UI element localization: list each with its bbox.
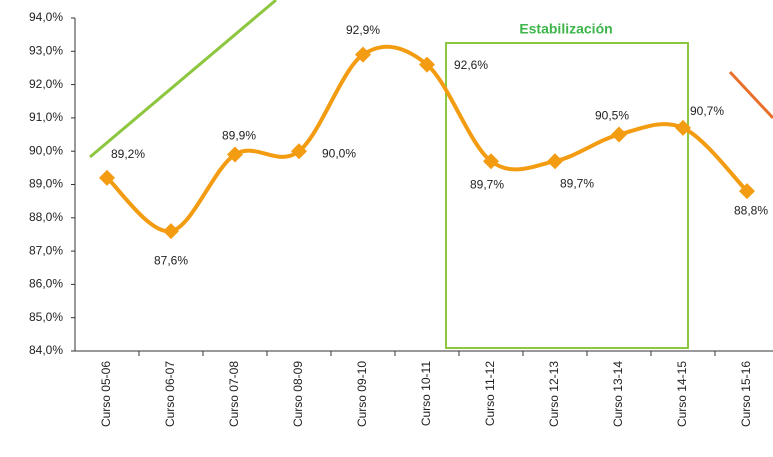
- data-label: 92,6%: [454, 58, 488, 72]
- marker: [227, 146, 243, 163]
- annotation-box: [445, 42, 689, 349]
- data-label: 89,7%: [560, 176, 594, 190]
- trend-arrow: [728, 70, 773, 120]
- data-label: 88,8%: [734, 203, 768, 217]
- marker: [739, 183, 755, 200]
- data-label: 87,6%: [154, 253, 188, 267]
- x-tick-label: Curso 07-08: [227, 361, 241, 427]
- y-tick-label: 85,0%: [29, 310, 63, 324]
- marker: [611, 126, 627, 143]
- marker: [419, 56, 435, 73]
- data-label: 90,0%: [322, 146, 356, 160]
- y-tick-label: 94,0%: [29, 10, 63, 24]
- y-tick-label: 84,0%: [29, 343, 63, 357]
- y-tick-label: 89,0%: [29, 177, 63, 191]
- x-tick-label: Curso 05-06: [99, 361, 113, 427]
- marker: [99, 169, 115, 186]
- y-tick-label: 92,0%: [29, 77, 63, 91]
- x-tick-label: Curso 14-15: [675, 361, 689, 427]
- x-tick-label: Curso 11-12: [483, 361, 497, 426]
- data-label: 89,7%: [470, 177, 504, 191]
- marker: [163, 223, 179, 240]
- trend-line: [89, 0, 277, 159]
- marker: [675, 119, 691, 136]
- annotation: Estabilización: [519, 21, 612, 37]
- y-tick-label: 86,0%: [29, 277, 63, 291]
- data-label: 89,9%: [222, 129, 256, 143]
- y-tick-label: 90,0%: [29, 143, 63, 157]
- x-tick-label: Curso 13-14: [611, 361, 625, 427]
- marker: [355, 46, 371, 63]
- line: [105, 44, 749, 234]
- x-tick-label: Curso 09-10: [355, 361, 369, 427]
- data-label: 89,2%: [111, 147, 145, 161]
- marker: [547, 153, 563, 170]
- x-tick-label: Curso 12-13: [547, 361, 561, 427]
- x-tick-label: Curso 08-09: [291, 361, 305, 427]
- data-label: 92,9%: [346, 23, 380, 37]
- y-tick-label: 87,0%: [29, 243, 63, 257]
- x-tick-label: Curso 10-11: [419, 361, 433, 426]
- y-tick-label: 88,0%: [29, 210, 63, 224]
- data-label: 90,5%: [595, 109, 629, 123]
- y-tick-label: 91,0%: [29, 110, 63, 124]
- marker: [483, 153, 499, 170]
- marker: [291, 143, 307, 160]
- x-tick-label: Curso 15-16: [739, 361, 753, 427]
- data-label: 90,7%: [690, 104, 724, 118]
- y-tick-label: 93,0%: [29, 43, 63, 57]
- x-tick-label: Curso 06-07: [163, 361, 177, 427]
